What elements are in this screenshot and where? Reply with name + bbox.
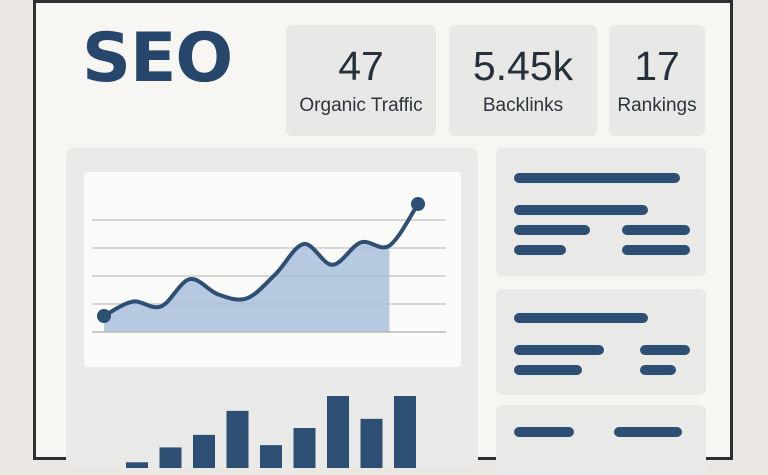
bar	[159, 447, 182, 468]
text-placeholder-line	[514, 365, 582, 375]
text-placeholder-line	[640, 345, 690, 355]
chart-card	[66, 148, 478, 468]
bar-chart	[126, 396, 416, 468]
bar	[394, 396, 416, 468]
summary-card-2[interactable]	[496, 289, 706, 395]
text-placeholder-line	[514, 345, 604, 355]
kpi-label: Organic Traffic	[299, 95, 423, 116]
dashboard-frame: SEO 47 Organic Traffic 5.45k Backlinks 1…	[33, 0, 733, 475]
bar	[327, 396, 349, 468]
text-placeholder-line	[622, 245, 690, 255]
kpi-card-rankings[interactable]: 17 Rankings	[609, 25, 705, 136]
kpi-value: 17	[634, 43, 680, 89]
bar	[360, 418, 383, 468]
text-placeholder-line	[622, 225, 690, 235]
summary-card-1[interactable]	[496, 148, 706, 276]
data-point[interactable]	[97, 309, 111, 323]
bar	[126, 462, 148, 468]
text-placeholder-line	[514, 173, 680, 183]
summary-card-3[interactable]	[496, 405, 706, 475]
text-placeholder-line	[614, 427, 682, 437]
bar	[260, 445, 282, 468]
kpi-card-organic-traffic[interactable]: 47 Organic Traffic	[286, 25, 436, 136]
bar	[193, 434, 215, 468]
text-placeholder-line	[514, 225, 590, 235]
area-fill	[104, 241, 390, 332]
kpi-label: Rankings	[617, 95, 697, 116]
kpi-value: 47	[338, 43, 384, 89]
kpi-label: Backlinks	[482, 95, 564, 116]
text-placeholder-line	[514, 427, 574, 437]
kpi-card-backlinks[interactable]: 5.45k Backlinks	[449, 25, 597, 136]
series-line	[102, 202, 420, 318]
line-chart	[92, 197, 446, 333]
bar	[226, 410, 249, 468]
kpi-value: 5.45k	[472, 43, 574, 89]
bar	[293, 428, 316, 468]
line-chart-panel	[84, 172, 461, 367]
data-point[interactable]	[411, 197, 425, 211]
text-placeholder-line	[514, 245, 566, 255]
page-title: SEO	[82, 19, 233, 98]
text-placeholder-line	[514, 313, 648, 323]
text-placeholder-line	[514, 205, 648, 215]
text-placeholder-line	[640, 365, 676, 375]
